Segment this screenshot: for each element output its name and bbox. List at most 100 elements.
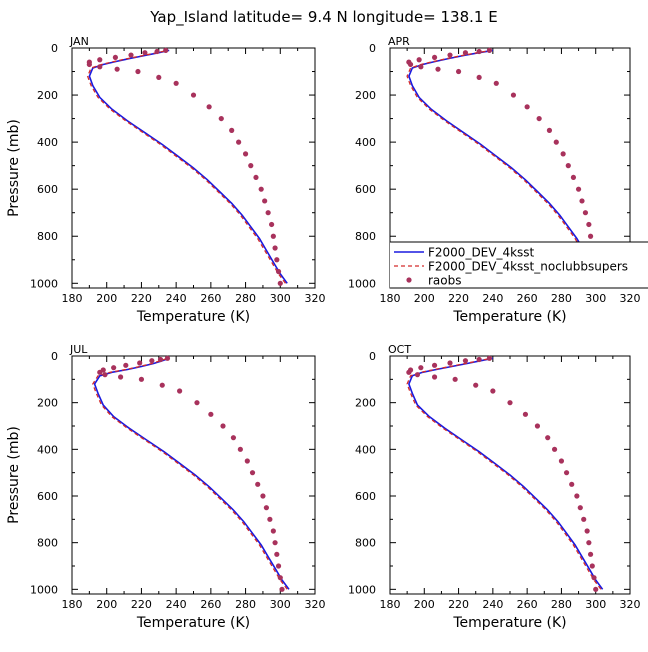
y-tick-label: 1000 xyxy=(30,277,58,290)
raobs-point xyxy=(102,372,108,378)
raobs-point xyxy=(536,115,542,122)
raobs-point xyxy=(177,388,183,394)
raobs-point xyxy=(587,551,594,557)
x-tick-label: 320 xyxy=(305,598,326,611)
raobs-point xyxy=(128,52,134,58)
x-tick-label: 280 xyxy=(235,598,256,611)
legend-entry-label: F2000_DEV_4ksst_noclubbsupers xyxy=(428,260,628,274)
y-tick-label: 200 xyxy=(37,89,58,102)
x-tick-label: 180 xyxy=(380,598,401,611)
raobs-point xyxy=(490,388,496,394)
raobs-point xyxy=(455,68,462,75)
raobs-point xyxy=(579,198,585,204)
raobs-point xyxy=(414,372,421,378)
raobs-point xyxy=(486,47,493,53)
raobs-point xyxy=(97,57,103,63)
legend-swatch-dot xyxy=(406,277,412,283)
raobs-point xyxy=(208,411,214,417)
x-tick-label: 320 xyxy=(620,292,641,305)
x-tick-label: 280 xyxy=(551,598,572,611)
raobs-point xyxy=(190,92,197,98)
x-tick-label: 260 xyxy=(200,292,221,305)
x-tick-label: 320 xyxy=(305,292,326,305)
y-tick-label: 800 xyxy=(355,537,376,550)
x-tick-label: 180 xyxy=(62,292,83,305)
series-line-noclubbsupers xyxy=(406,49,604,284)
raobs-point xyxy=(279,586,285,592)
raobs-point xyxy=(447,52,453,58)
x-tick-label: 180 xyxy=(62,598,83,611)
raobs-point xyxy=(418,365,424,371)
x-tick-label: 220 xyxy=(448,292,469,305)
series-line-f2000-dev-4ksst xyxy=(88,49,288,284)
raobs-point xyxy=(157,356,164,363)
raobs-point xyxy=(260,493,266,499)
raobs-point xyxy=(493,80,499,86)
x-tick-label: 200 xyxy=(414,598,435,611)
raobs-point xyxy=(510,92,517,98)
raobs-point xyxy=(265,210,271,216)
raobs-point xyxy=(522,411,529,417)
x-tick-label: 220 xyxy=(448,598,469,611)
panel-jan: JAN 180 200 220 240 260 280 300 320 0 200 400 600 800… xyxy=(6,35,326,325)
y-tick-label: 1000 xyxy=(348,583,376,596)
x-tick-label: 180 xyxy=(380,292,401,305)
raobs-point xyxy=(255,481,261,487)
y-tick-label: 600 xyxy=(355,183,376,196)
raobs-point xyxy=(575,186,582,192)
raobs-point xyxy=(586,221,592,228)
raobs-point xyxy=(593,586,599,592)
y-tick-label: 200 xyxy=(355,89,376,102)
y-tick-label: 600 xyxy=(37,183,58,196)
legend-background xyxy=(390,242,648,288)
panel-label: APR xyxy=(388,35,410,48)
raobs-point xyxy=(507,400,513,406)
raobs-point xyxy=(431,362,438,368)
raobs-point xyxy=(229,127,235,133)
raobs-point xyxy=(270,233,276,239)
raobs-point xyxy=(237,446,243,452)
x-tick-label: 200 xyxy=(414,292,435,305)
raobs-point xyxy=(135,68,141,75)
raobs-point xyxy=(272,540,278,546)
raobs-point xyxy=(589,563,595,569)
raobs-point xyxy=(274,257,280,263)
raobs-point xyxy=(565,163,571,169)
raobs-point xyxy=(111,365,117,371)
raobs-point xyxy=(551,446,558,452)
x-axis-label: Temperature (K) xyxy=(136,309,250,325)
raobs-point xyxy=(462,358,469,364)
raobs-point xyxy=(486,355,493,361)
y-tick-label: 1000 xyxy=(348,277,376,290)
raobs-point xyxy=(258,186,264,192)
x-tick-label: 300 xyxy=(270,292,291,305)
raobs-point xyxy=(277,280,283,286)
raobs-point xyxy=(230,435,237,441)
raobs-point xyxy=(236,139,242,145)
raobs-point xyxy=(534,423,541,429)
x-axis-label: Temperature (K) xyxy=(452,309,566,325)
raobs-point xyxy=(524,104,530,110)
y-tick-label: 0 xyxy=(369,350,376,363)
raobs-point xyxy=(149,358,155,364)
x-tick-label: 200 xyxy=(96,598,117,611)
raobs-point xyxy=(274,551,280,557)
raobs-point xyxy=(220,423,226,429)
raobs-point xyxy=(164,355,171,361)
raobs-point xyxy=(476,74,482,81)
raobs-point xyxy=(418,64,424,70)
raobs-point xyxy=(435,66,441,72)
panel-oct: OCT 180 200 220 240 260 280 300 320 0 200 400 600 800… xyxy=(348,343,641,631)
y-tick-label: 0 xyxy=(51,42,58,55)
raobs-point xyxy=(269,221,275,228)
raobs-point xyxy=(97,64,103,70)
x-tick-label: 240 xyxy=(482,598,503,611)
figure-title: Yap_Island latitude= 9.4 N longitude= 13… xyxy=(149,8,497,27)
raobs-point xyxy=(173,80,179,86)
legend-entry-label: F2000_DEV_4ksst xyxy=(428,246,535,260)
panel-label: JUL xyxy=(69,343,88,356)
raobs-point xyxy=(462,50,469,56)
raobs-point xyxy=(407,367,414,373)
